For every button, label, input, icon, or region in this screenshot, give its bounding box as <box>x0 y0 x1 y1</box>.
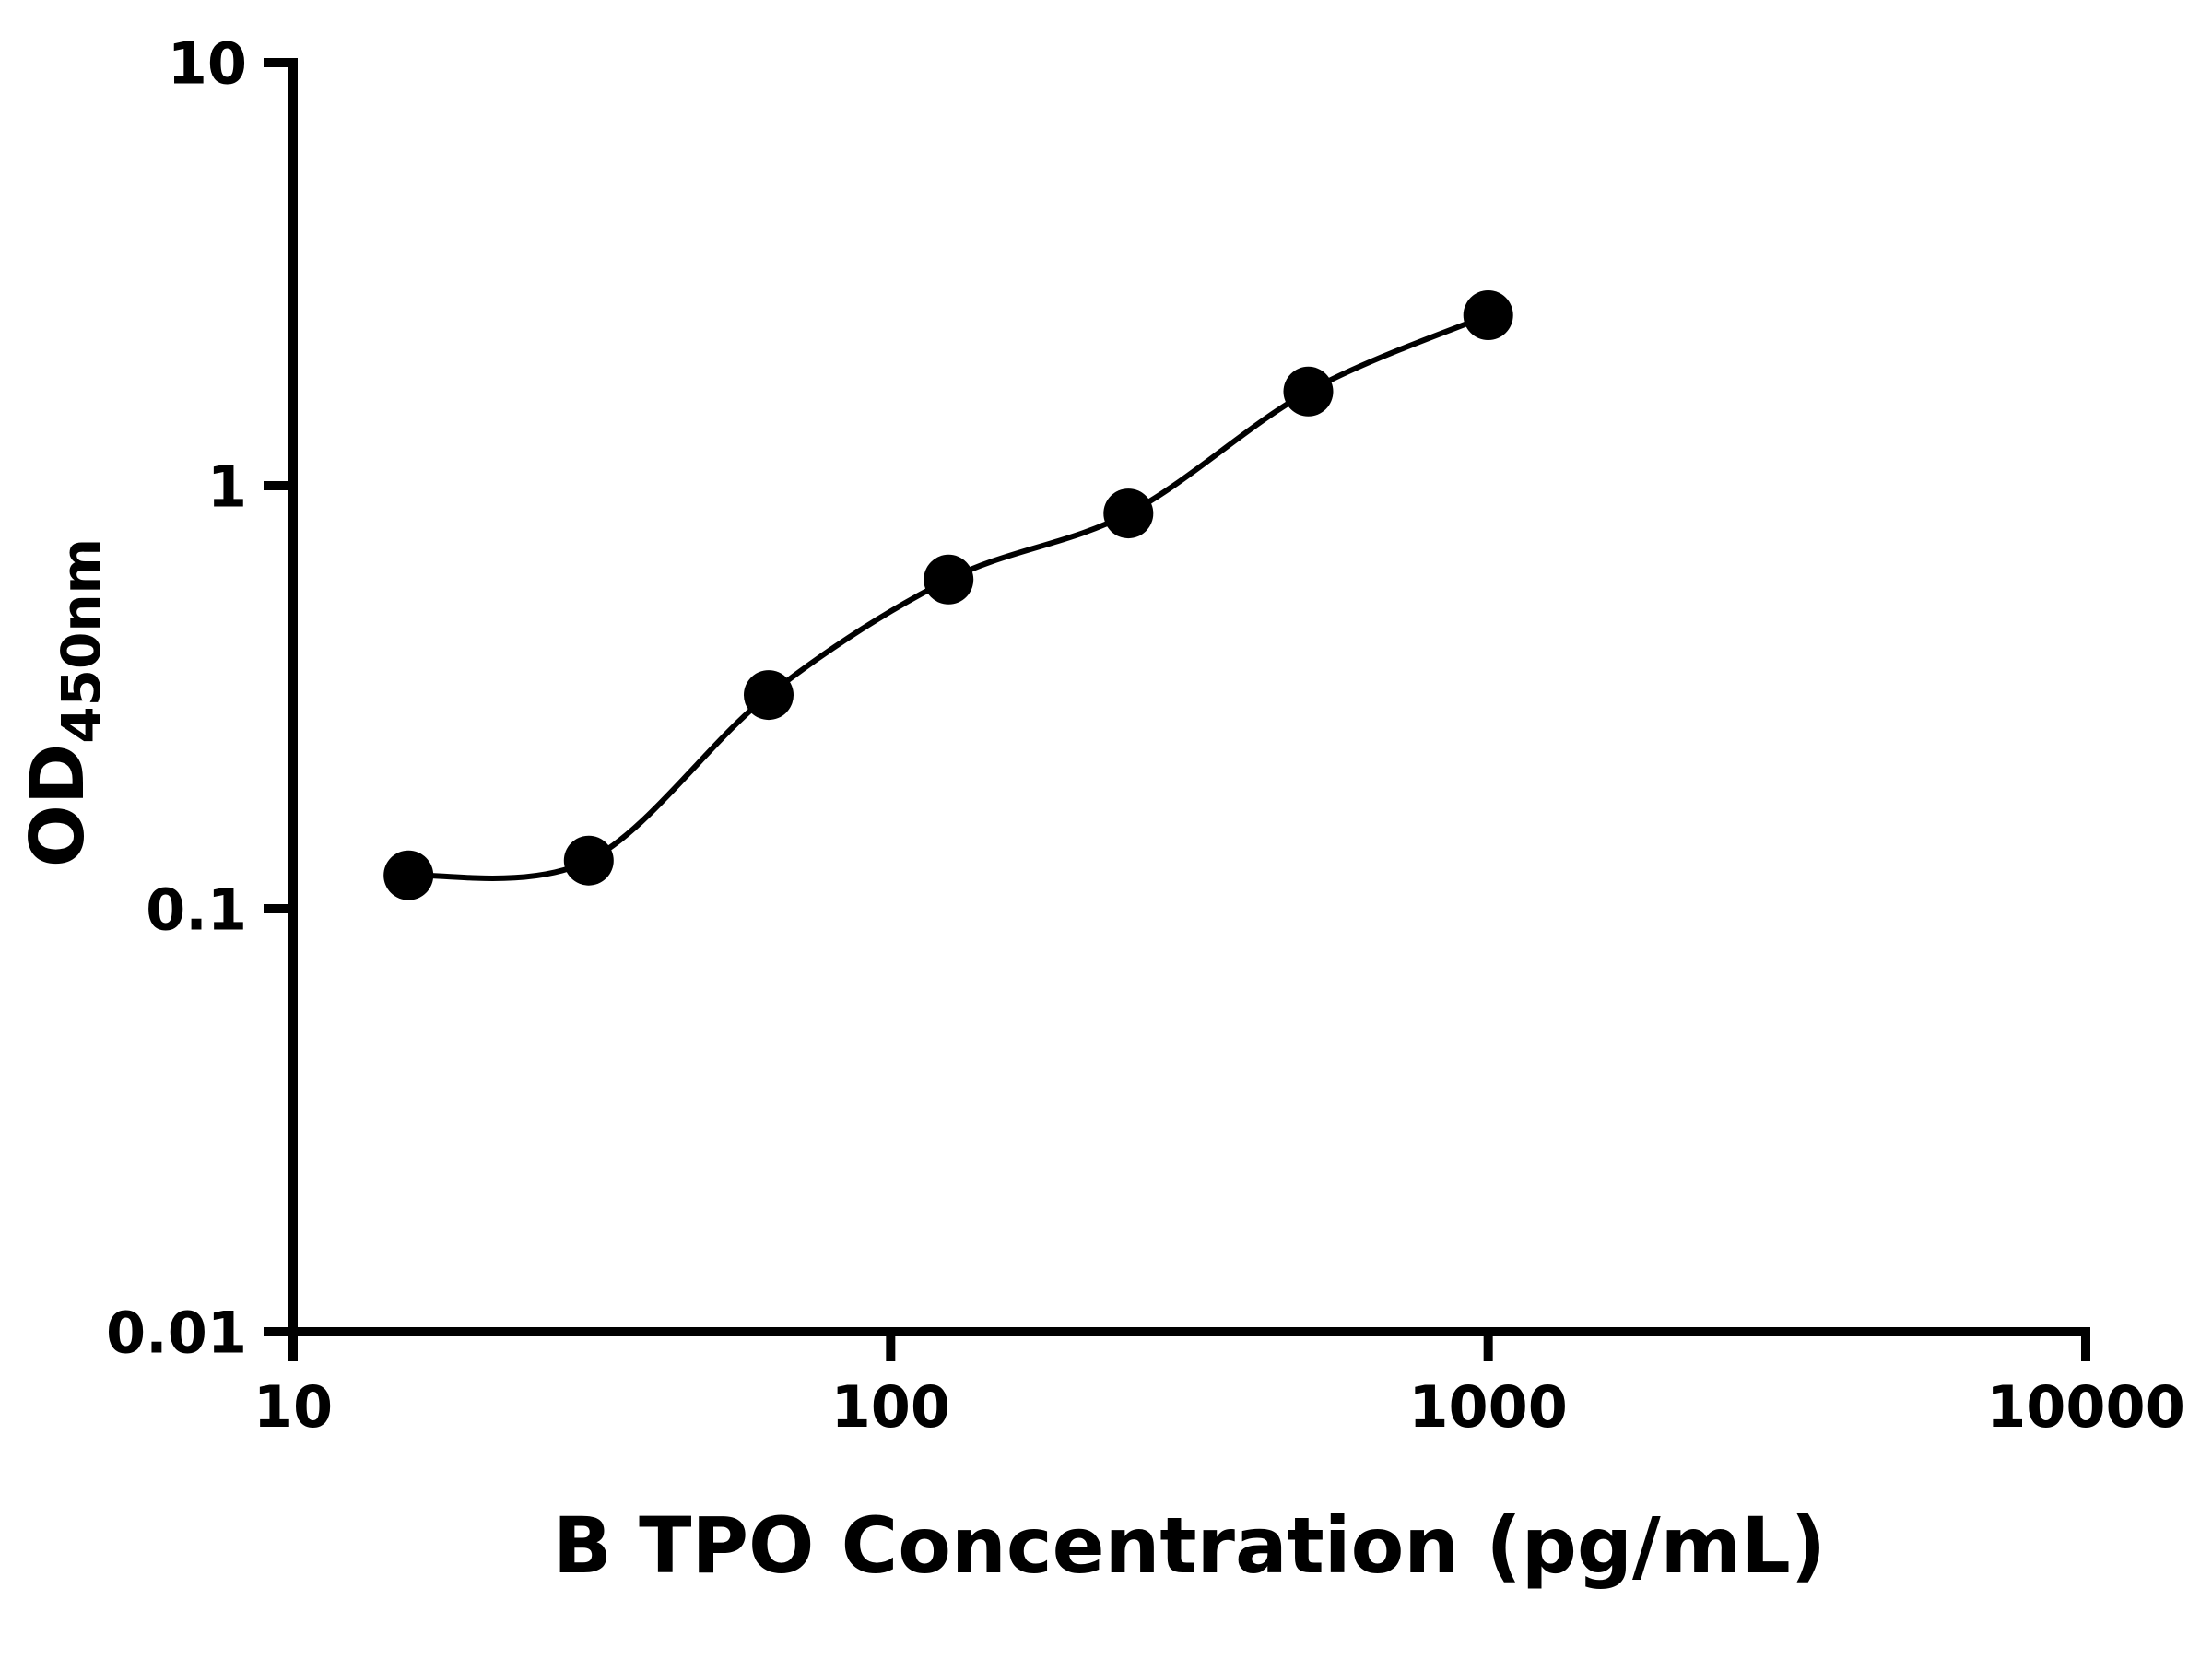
x-tick-label: 10000 <box>1986 1373 2185 1441</box>
y-tick-label: 1 <box>207 453 247 520</box>
data-point <box>383 850 434 900</box>
data-point <box>1283 366 1334 417</box>
x-axis-title: B TPO Concentration (pg/mL) <box>553 1500 1826 1591</box>
x-tick-label: 10 <box>253 1373 333 1441</box>
data-point <box>563 835 614 886</box>
y-axis-title: OD450nm <box>15 538 112 867</box>
data-point <box>1103 488 1154 539</box>
data-point <box>924 554 974 605</box>
x-tick-label: 100 <box>831 1373 950 1441</box>
data-point <box>744 670 794 721</box>
y-tick-label: 0.01 <box>106 1299 247 1366</box>
x-tick-label: 1000 <box>1408 1373 1568 1441</box>
data-point <box>1463 290 1513 340</box>
y-tick-label: 0.1 <box>146 876 247 943</box>
y-tick-label: 10 <box>168 29 247 97</box>
